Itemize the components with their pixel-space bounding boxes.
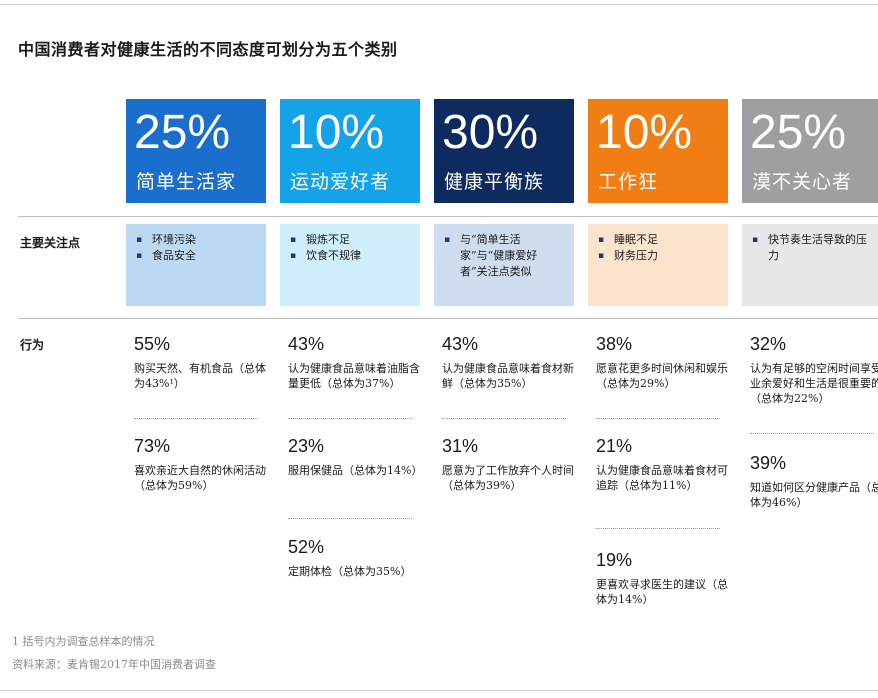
footnote: 1 括号内为调查总样本的情况 bbox=[12, 635, 155, 648]
behavior-stat: 23% 服用保健品（总体为14%） bbox=[288, 435, 428, 478]
stat-description: 认为健康食品意味着食材新鲜（总体为35%） bbox=[442, 362, 574, 390]
segment-tile-workaholic: 10% 工作狂 bbox=[588, 99, 728, 203]
row-divider-focus bbox=[18, 216, 878, 217]
focus-box-simple-lifer: 环境污染 食品安全 bbox=[126, 224, 266, 306]
focus-item: 与“简单生活家”与“健康爱好者”关注点类似 bbox=[442, 232, 566, 280]
focus-box-sports-lover: 锻炼不足 饮食不规律 bbox=[280, 224, 420, 306]
behavior-stat: 52% 定期体检（总体为35%） bbox=[288, 536, 428, 579]
stat-description: 认为有足够的空闲时间享受业余爱好和生活是很重要的（总体为22%） bbox=[750, 362, 878, 405]
segment-percent: 25% bbox=[134, 106, 231, 159]
stat-divider bbox=[596, 418, 720, 419]
stat-divider bbox=[750, 433, 874, 434]
stat-value: 73% bbox=[134, 436, 171, 456]
focus-item: 财务压力 bbox=[596, 248, 720, 264]
stat-divider bbox=[288, 418, 412, 419]
segment-tile-simple-lifer: 25% 简单生活家 bbox=[126, 99, 266, 203]
focus-item: 快节奏生活导致的压力 bbox=[750, 232, 874, 264]
stat-divider bbox=[596, 528, 720, 529]
stat-value: 43% bbox=[442, 334, 479, 354]
segment-name: 漠不关心者 bbox=[752, 171, 853, 193]
behavior-stat: 73% 喜欢亲近大自然的休闲活动（总体为59%） bbox=[134, 435, 274, 493]
stat-value: 43% bbox=[288, 334, 325, 354]
stat-value: 31% bbox=[442, 436, 479, 456]
row-label-behavior: 行为 bbox=[20, 338, 45, 352]
segment-percent: 25% bbox=[750, 106, 847, 159]
focus-box-indifferent: 快节奏生活导致的压力 bbox=[742, 224, 878, 306]
focus-box-workaholic: 睡眠不足 财务压力 bbox=[588, 224, 728, 306]
behavior-stat: 43% 认为健康食品意味着油脂含量更低（总体为37%） bbox=[288, 333, 428, 391]
behavior-stat: 31% 愿意为了工作放弃个人时间（总体为39%） bbox=[442, 435, 582, 493]
behavior-stat: 55% 购买天然、有机食品（总体为43%¹） bbox=[134, 333, 274, 391]
focus-item: 食品安全 bbox=[134, 248, 258, 264]
segment-percent: 10% bbox=[288, 106, 385, 159]
stat-divider bbox=[442, 418, 566, 419]
segment-name: 健康平衡族 bbox=[444, 171, 545, 193]
stat-description: 愿意花更多时间休闲和娱乐（总体为29%） bbox=[596, 362, 728, 390]
stat-description: 喜欢亲近大自然的休闲活动（总体为59%） bbox=[134, 464, 266, 492]
segment-tile-indifferent: 25% 漠不关心者 bbox=[742, 99, 878, 203]
focus-item: 饮食不规律 bbox=[288, 248, 412, 264]
behavior-stat: 38% 愿意花更多时间休闲和娱乐（总体为29%） bbox=[596, 333, 736, 391]
stat-value: 32% bbox=[750, 334, 787, 354]
stat-description: 认为健康食品意味着油脂含量更低（总体为37%） bbox=[288, 362, 420, 390]
segment-percent: 10% bbox=[596, 106, 693, 159]
stat-value: 23% bbox=[288, 436, 325, 456]
stat-description: 定期体检（总体为35%） bbox=[288, 565, 412, 578]
focus-box-balanced: 与“简单生活家”与“健康爱好者”关注点类似 bbox=[434, 224, 574, 306]
behavior-stat: 32% 认为有足够的空闲时间享受业余爱好和生活是很重要的（总体为22%） bbox=[750, 333, 878, 406]
focus-item: 锻炼不足 bbox=[288, 232, 412, 248]
stat-description: 知道如何区分健康产品（总体为46%） bbox=[750, 481, 878, 509]
behavior-stat: 39% 知道如何区分健康产品（总体为46%） bbox=[750, 452, 878, 510]
stat-value: 55% bbox=[134, 334, 171, 354]
focus-item: 睡眠不足 bbox=[596, 232, 720, 248]
page-title: 中国消费者对健康生活的不同态度可划分为五个类别 bbox=[18, 40, 398, 59]
stat-value: 19% bbox=[596, 550, 633, 570]
stat-value: 52% bbox=[288, 537, 325, 557]
stat-description: 认为健康食品意味着食材可追踪（总体为11%） bbox=[596, 464, 728, 492]
stat-divider bbox=[288, 518, 412, 519]
segment-name: 工作狂 bbox=[598, 171, 659, 193]
stat-description: 购买天然、有机食品（总体为43%¹） bbox=[134, 362, 266, 390]
row-label-focus: 主要关注点 bbox=[20, 236, 81, 250]
row-divider-behavior bbox=[18, 318, 878, 319]
behavior-stat: 43% 认为健康食品意味着食材新鲜（总体为35%） bbox=[442, 333, 582, 391]
stat-description: 愿意为了工作放弃个人时间（总体为39%） bbox=[442, 464, 574, 492]
stat-description: 更喜欢寻求医生的建议（总体为14%） bbox=[596, 578, 728, 606]
segment-percent: 30% bbox=[442, 106, 539, 159]
stat-description: 服用保健品（总体为14%） bbox=[288, 464, 423, 477]
stat-value: 38% bbox=[596, 334, 633, 354]
focus-item: 环境污染 bbox=[134, 232, 258, 248]
top-divider bbox=[0, 4, 878, 5]
behavior-stat: 19% 更喜欢寻求医生的建议（总体为14%） bbox=[596, 549, 736, 607]
segment-name: 运动爱好者 bbox=[290, 171, 391, 193]
stat-value: 21% bbox=[596, 436, 633, 456]
behavior-stat: 21% 认为健康食品意味着食材可追踪（总体为11%） bbox=[596, 435, 736, 493]
segment-tile-sports-lover: 10% 运动爱好者 bbox=[280, 99, 420, 203]
segment-tile-balanced: 30% 健康平衡族 bbox=[434, 99, 574, 203]
stat-value: 39% bbox=[750, 453, 787, 473]
bottom-divider bbox=[0, 690, 878, 691]
segment-name: 简单生活家 bbox=[136, 171, 237, 193]
source-note: 资料来源：麦肯锡2017年中国消费者调查 bbox=[12, 658, 216, 671]
stat-divider bbox=[134, 418, 258, 419]
